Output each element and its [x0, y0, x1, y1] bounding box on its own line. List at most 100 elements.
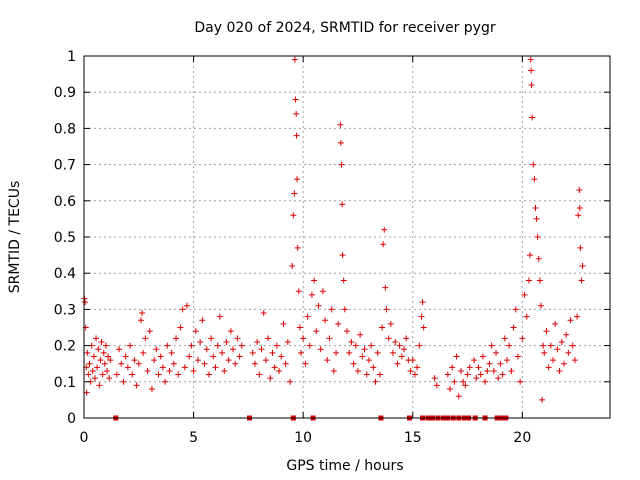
data-point: [519, 335, 526, 342]
data-point: [330, 367, 337, 374]
data-point: [153, 346, 160, 353]
y-tick-label: 0.5: [54, 230, 76, 246]
data-point: [357, 331, 364, 338]
data-point: [567, 317, 574, 324]
data-point: [462, 382, 469, 389]
data-point: [556, 367, 563, 374]
data-point: [414, 364, 421, 371]
data-point: [282, 360, 289, 367]
data-point: [133, 382, 140, 389]
data-point: [527, 56, 534, 63]
data-point: [208, 335, 215, 342]
data-point: [341, 306, 348, 313]
data-point: [328, 306, 335, 313]
data-point: [86, 360, 93, 367]
data-point: [137, 317, 144, 324]
data-point: [216, 313, 223, 320]
data-point: [290, 212, 297, 219]
data-point: [536, 277, 543, 284]
data-point: [374, 349, 381, 356]
data-point: [258, 346, 265, 353]
data-point: [155, 371, 162, 378]
data-point: [390, 349, 397, 356]
data-point: [107, 357, 114, 364]
data-point: [175, 371, 182, 378]
data-point: [294, 244, 301, 251]
y-axis-ticks: 0 0.1 0.2 0.3 0.4 0.5 0.6 0.7 0.8 0.9 1: [54, 49, 610, 427]
data-point: [565, 349, 572, 356]
data-point: [506, 342, 513, 349]
data-point: [541, 349, 548, 356]
data-point: [291, 190, 298, 197]
y-tick-label: 0.8: [54, 121, 76, 137]
data-point: [380, 241, 387, 248]
data-point: [530, 161, 537, 168]
data-point: [99, 371, 106, 378]
x-axis-label: GPS time / hours: [286, 458, 403, 474]
data-point: [350, 360, 357, 367]
data-point: [482, 378, 489, 385]
x-tick-label: 5: [189, 430, 198, 446]
data-point: [223, 338, 230, 345]
data-point: [306, 342, 313, 349]
data-point: [455, 393, 462, 400]
data-point: [510, 324, 517, 331]
data-point: [304, 313, 311, 320]
data-point: [525, 277, 532, 284]
y-tick-label: 0.4: [54, 266, 76, 282]
data-point: [265, 335, 272, 342]
data-point: [236, 353, 243, 360]
data-point: [460, 378, 467, 385]
data-point: [186, 353, 193, 360]
data-point: [197, 338, 204, 345]
y-axis-label: SRMTID / TECUs: [7, 181, 23, 294]
data-point: [528, 67, 535, 74]
x-tick-label: 15: [404, 430, 422, 446]
data-point: [293, 110, 300, 117]
data-point: [396, 342, 403, 349]
data-point: [578, 277, 585, 284]
data-point: [326, 335, 333, 342]
data-point: [179, 306, 186, 313]
data-point: [271, 364, 278, 371]
data-point: [293, 132, 300, 139]
data-point: [97, 357, 104, 364]
data-point: [315, 302, 322, 309]
data-point: [287, 378, 294, 385]
data-point: [93, 335, 100, 342]
data-point: [170, 360, 177, 367]
data-point: [234, 335, 241, 342]
data-point: [376, 371, 383, 378]
data-point: [339, 201, 346, 208]
data-point: [166, 367, 173, 374]
data-point: [162, 378, 169, 385]
y-tick-label: 0: [67, 411, 76, 427]
data-point: [411, 371, 418, 378]
data-point: [104, 367, 111, 374]
data-point: [501, 335, 508, 342]
data-point: [368, 342, 375, 349]
data-point: [146, 328, 153, 335]
data-point: [82, 299, 89, 306]
data-point: [135, 360, 142, 367]
data-point: [398, 353, 405, 360]
data-point: [324, 357, 331, 364]
data-point: [431, 375, 438, 382]
data-point: [225, 357, 232, 364]
data-point: [192, 328, 199, 335]
data-point: [528, 81, 535, 88]
data-point: [490, 367, 497, 374]
data-point: [484, 367, 491, 374]
data-point: [493, 349, 500, 356]
data-point: [569, 342, 576, 349]
data-point: [433, 382, 440, 389]
data-point: [319, 288, 326, 295]
data-point: [230, 346, 237, 353]
data-point: [116, 346, 123, 353]
data-point: [416, 342, 423, 349]
data-point: [466, 364, 473, 371]
y-tick-label: 0.3: [54, 302, 76, 318]
y-tick-label: 1: [67, 49, 76, 65]
data-point: [210, 353, 217, 360]
data-point: [262, 357, 269, 364]
